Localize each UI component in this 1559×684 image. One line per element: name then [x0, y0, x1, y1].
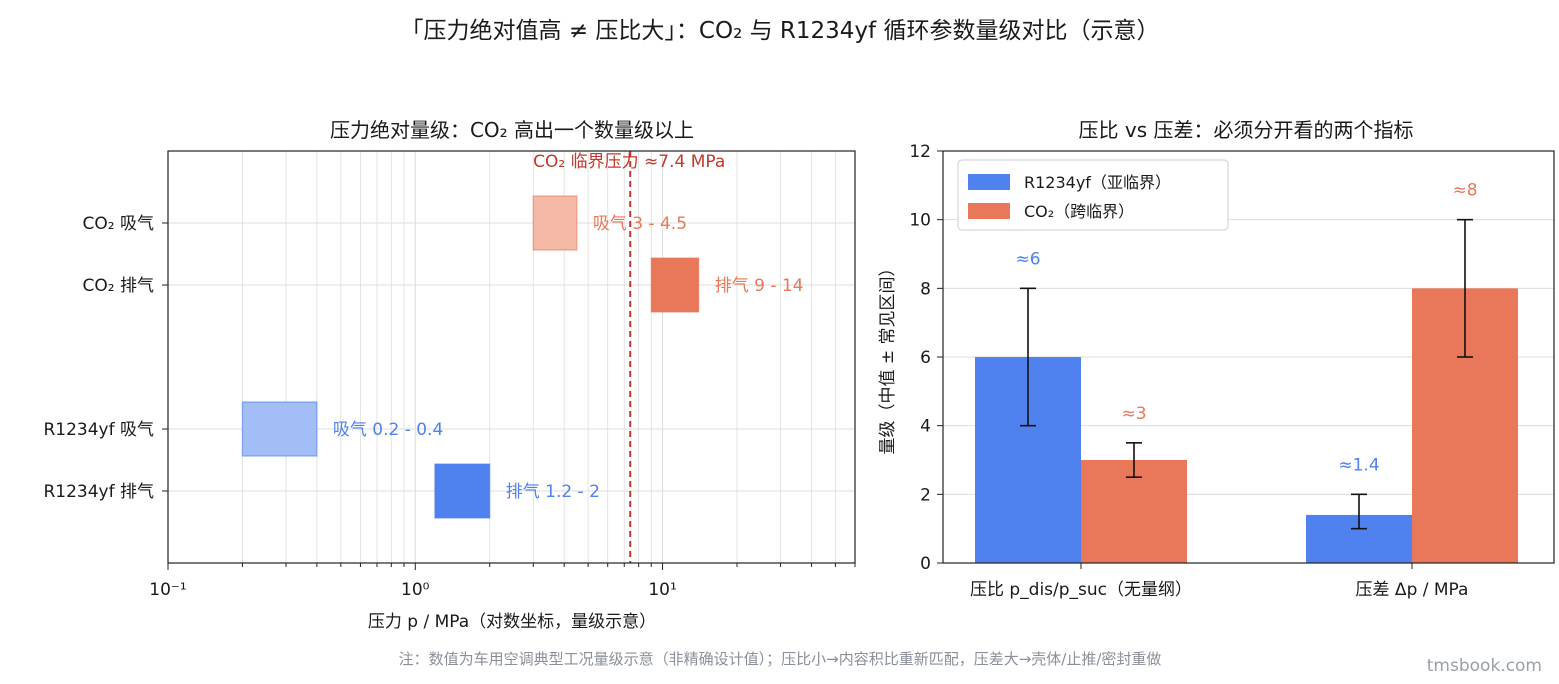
bar-value-label: ≈8 — [1452, 181, 1477, 201]
right-chart-title: 压比 vs 压差：必须分开看的两个指标 — [1079, 118, 1414, 142]
y-tick-label: 2 — [920, 485, 931, 505]
legend-swatch — [968, 203, 1010, 219]
range-bar — [532, 195, 578, 251]
x-tick-label: 10⁻¹ — [149, 580, 186, 600]
range-label: 排气 9 - 14 — [715, 276, 804, 296]
y-tick-label: 10 — [909, 211, 931, 231]
range-bar — [434, 463, 491, 519]
critical-pressure-label: CO₂ 临界压力 ≈7.4 MPa — [533, 152, 725, 172]
watermark: tmsbook.com — [1427, 656, 1542, 676]
range-bar — [241, 401, 318, 457]
pressure-range-chart: 压力绝对量级：CO₂ 高出一个数量级以上 吸气 3 - 4.5 排气 9 - 14… — [43, 118, 856, 632]
legend-swatch — [968, 174, 1010, 190]
y-tick-label: 8 — [920, 279, 931, 299]
y-tick-label: 6 — [920, 348, 931, 368]
x-tick-label: 压比 p_dis/p_suc（无量纲） — [970, 580, 1192, 600]
left-x-axis-label: 压力 p / MPa（对数坐标，量级示意） — [368, 612, 656, 632]
y-tick-label: 0 — [920, 554, 931, 574]
range-label: 吸气 0.2 - 0.4 — [333, 420, 443, 440]
figure-title: 「压力绝对值高 ≠ 压比大」：CO₂ 与 R1234yf 循环参数量级对比（示意… — [401, 18, 1160, 44]
x-tick-label: 压差 Δp / MPa — [1356, 580, 1469, 600]
range-label: 排气 1.2 - 2 — [506, 482, 600, 502]
right-bars: ≈6 ≈1.4 ≈3 ≈8 — [975, 181, 1518, 563]
y-tick-label: 4 — [920, 417, 931, 437]
legend-label: R1234yf（亚临界） — [1024, 173, 1171, 192]
range-label: 吸气 3 - 4.5 — [593, 214, 687, 234]
x-tick-label: 10¹ — [648, 580, 676, 600]
y-tick-label: 12 — [909, 142, 931, 162]
x-tick-label: 10⁰ — [401, 580, 430, 600]
footnote: 注：数值为车用空调典型工况量级示意（非精确设计值）；压比小→内容积比重新匹配，压… — [399, 650, 1162, 668]
y-tick-label: CO₂ 吸气 — [83, 214, 154, 234]
left-plot-frame — [167, 150, 856, 564]
bar-value-label: ≈3 — [1121, 404, 1146, 424]
legend: R1234yf（亚临界） CO₂（跨临界） — [957, 159, 1229, 231]
left-chart-title: 压力绝对量级：CO₂ 高出一个数量级以上 — [330, 118, 694, 142]
range-bar — [650, 257, 700, 313]
left-tick-labels: CO₂ 吸气 CO₂ 排气 R1234yf 吸气 R1234yf 排气 10⁻¹ 10⁰ 1… — [43, 214, 856, 600]
right-tick-labels: 0 2 4 6 8 10 12 压比 p_dis/p_suc（无量纲） 压差 Δp / MPa — [909, 142, 1468, 600]
legend-box — [957, 159, 1229, 231]
y-tick-label: CO₂ 排气 — [83, 276, 154, 296]
y-tick-label: R1234yf 排气 — [43, 482, 154, 502]
left-range-bars: 吸气 3 - 4.5 排气 9 - 14 吸气 0.2 - 0.4 排气 1.2 - … — [241, 151, 804, 563]
y-tick-label: R1234yf 吸气 — [43, 420, 154, 440]
right-y-axis-label: 量级（中值 ± 常见区间） — [878, 259, 898, 454]
bar-value-label: ≈1.4 — [1338, 455, 1379, 475]
bar-value-label: ≈6 — [1015, 249, 1040, 269]
legend-label: CO₂（跨临界） — [1024, 202, 1134, 221]
ratio-difference-chart: 压比 vs 压差：必须分开看的两个指标 ≈6 ≈1.4 ≈3 ≈8 0 2 4 6 8 10 12… — [878, 118, 1555, 600]
